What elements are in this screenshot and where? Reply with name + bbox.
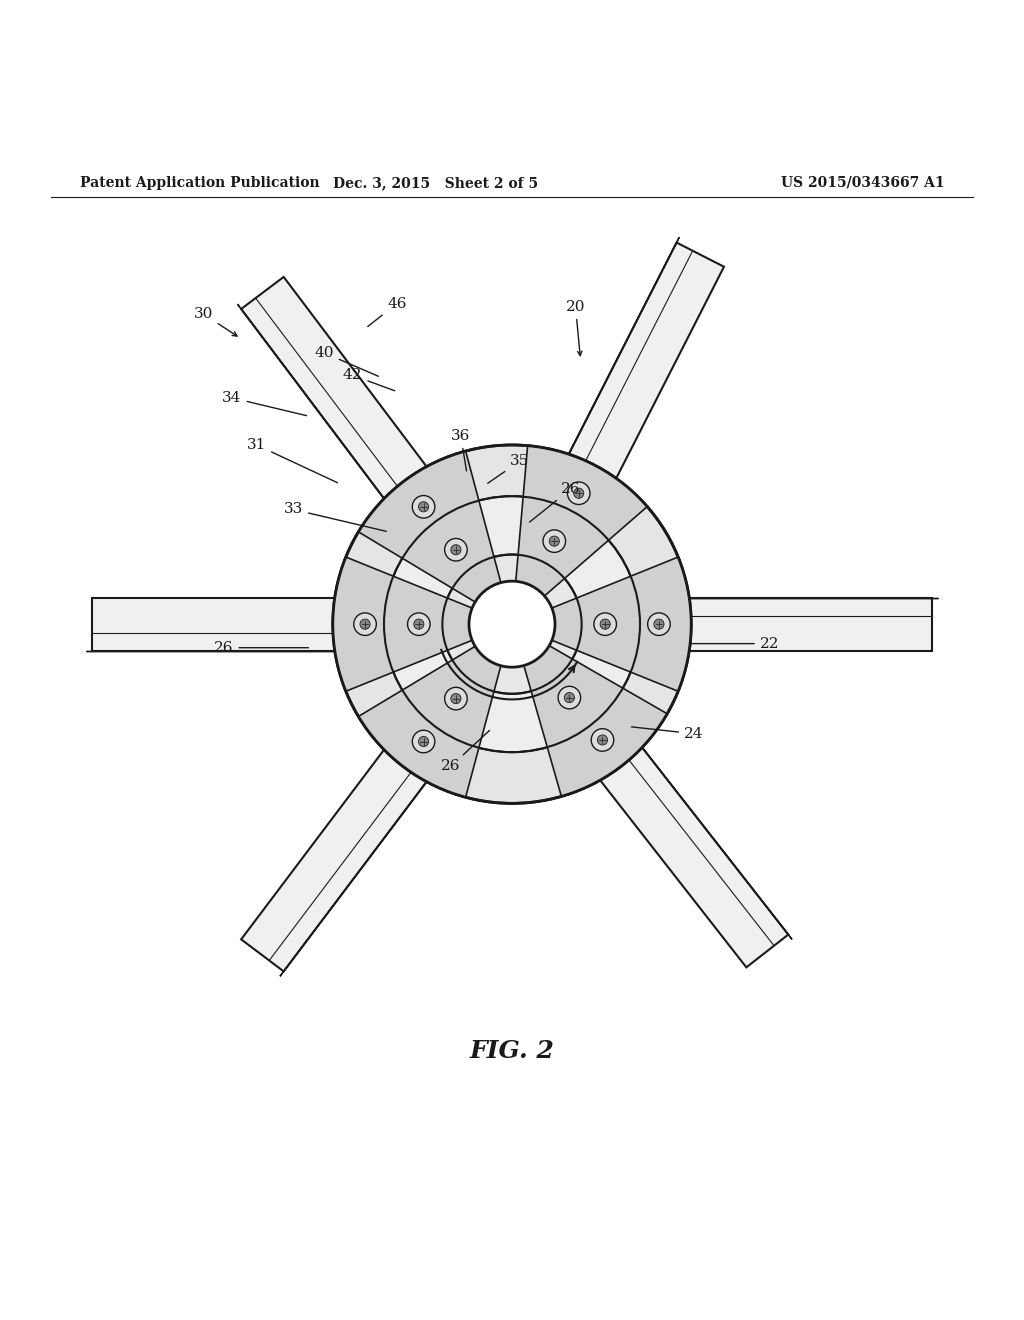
Circle shape (354, 612, 377, 635)
Circle shape (567, 482, 590, 504)
Circle shape (384, 496, 640, 752)
Text: 31: 31 (247, 438, 338, 483)
Circle shape (549, 536, 559, 546)
Text: 26: 26 (214, 640, 308, 655)
Circle shape (600, 619, 610, 630)
Polygon shape (242, 277, 454, 533)
Text: 33: 33 (284, 503, 386, 532)
Polygon shape (549, 243, 724, 517)
Polygon shape (573, 713, 788, 968)
Text: Dec. 3, 2015   Sheet 2 of 5: Dec. 3, 2015 Sheet 2 of 5 (333, 176, 538, 190)
Circle shape (419, 737, 429, 747)
Polygon shape (615, 713, 793, 940)
Text: 30: 30 (194, 306, 237, 337)
Circle shape (564, 693, 574, 702)
Wedge shape (512, 446, 647, 624)
Circle shape (444, 688, 467, 710)
Text: US 2015/0343667 A1: US 2015/0343667 A1 (780, 176, 944, 190)
Text: 22: 22 (691, 636, 779, 651)
Circle shape (597, 735, 607, 744)
Circle shape (451, 693, 461, 704)
Text: 35: 35 (487, 454, 529, 483)
Text: 42: 42 (343, 368, 394, 391)
Circle shape (573, 488, 584, 499)
Text: 24: 24 (632, 727, 703, 741)
Text: 26: 26 (440, 730, 489, 774)
Text: 36: 36 (452, 429, 470, 471)
Circle shape (333, 445, 691, 804)
Wedge shape (358, 451, 512, 624)
Circle shape (591, 729, 613, 751)
Circle shape (451, 545, 461, 554)
Circle shape (442, 554, 582, 694)
Wedge shape (512, 624, 668, 796)
Circle shape (647, 612, 670, 635)
Circle shape (444, 539, 467, 561)
Polygon shape (549, 238, 679, 494)
Circle shape (360, 619, 370, 630)
Text: 26: 26 (529, 482, 581, 523)
Polygon shape (242, 714, 454, 972)
Circle shape (408, 612, 430, 635)
Wedge shape (333, 557, 512, 692)
Circle shape (413, 495, 435, 517)
Polygon shape (238, 304, 411, 533)
Circle shape (419, 502, 429, 512)
Circle shape (594, 612, 616, 635)
Text: FIG. 2: FIG. 2 (470, 1039, 554, 1063)
Circle shape (414, 619, 424, 630)
Text: 20: 20 (565, 300, 586, 355)
Circle shape (469, 581, 555, 667)
Polygon shape (640, 598, 932, 651)
Wedge shape (358, 624, 512, 797)
Circle shape (543, 529, 565, 552)
Wedge shape (512, 557, 691, 692)
Text: 34: 34 (222, 391, 306, 416)
Polygon shape (92, 598, 384, 651)
Circle shape (558, 686, 581, 709)
Text: Patent Application Publication: Patent Application Publication (80, 176, 319, 190)
Polygon shape (280, 747, 454, 977)
Circle shape (654, 619, 664, 630)
Text: 40: 40 (314, 346, 379, 376)
Circle shape (413, 730, 435, 752)
Text: 46: 46 (368, 297, 407, 326)
